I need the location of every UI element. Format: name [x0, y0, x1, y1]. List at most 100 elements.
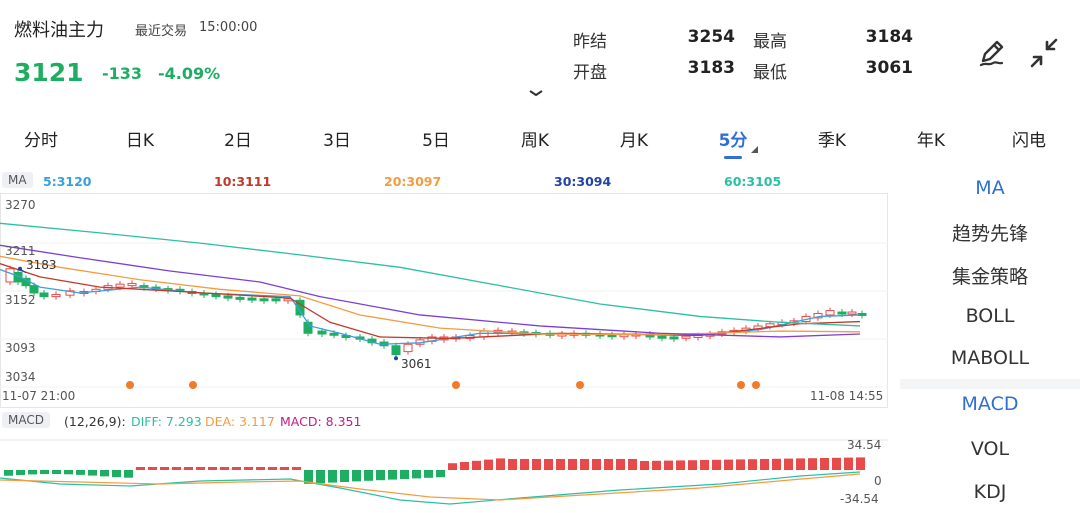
macd-chart[interactable] [0, 434, 888, 513]
candle [681, 335, 691, 339]
active-tab-indicator [724, 156, 742, 159]
indicator-trend[interactable]: 趋势先锋 [951, 223, 1028, 245]
tab-2day[interactable]: 2日 [224, 131, 252, 151]
ma20-line [0, 255, 861, 336]
macd-bar [808, 458, 817, 470]
candle [391, 345, 401, 356]
tab-weekly[interactable]: 周K [520, 131, 550, 151]
macd-bar [508, 459, 517, 470]
prev-settle-label: 昨结 [573, 32, 607, 52]
tab-flash[interactable]: 闪电 [1012, 131, 1046, 151]
candlestick-chart[interactable] [0, 193, 888, 408]
high-marker-label: 3183 [26, 258, 57, 272]
macd-bar [316, 470, 325, 484]
tab-5day[interactable]: 5日 [422, 131, 450, 151]
macd-bar [112, 470, 121, 478]
low-marker-label: 3061 [401, 357, 432, 371]
macd-bar [820, 458, 829, 470]
tab-3day[interactable]: 3日 [323, 131, 351, 151]
macd-bar [16, 470, 25, 475]
macd-bar [604, 459, 613, 470]
high-label: 最高 [753, 32, 787, 52]
low-value: 3061 [865, 58, 913, 78]
open-value: 3183 [687, 58, 735, 78]
macd-bar [532, 459, 541, 470]
ma30-line [0, 244, 861, 338]
candle [825, 310, 835, 316]
ma10-value: 10:3111 [214, 174, 272, 189]
macd-bar [736, 459, 745, 470]
macd-bar [328, 470, 337, 483]
macd-axis-top: 34.54 [847, 438, 882, 452]
macd-bar [748, 459, 757, 470]
candle [847, 311, 857, 315]
pen-icon[interactable] [975, 36, 1009, 70]
event-dot [126, 381, 134, 389]
macd-bar [436, 470, 445, 478]
ma-tag[interactable]: MA [2, 172, 33, 188]
price-change-pct: -4.09% [158, 64, 221, 83]
tab-fenshi[interactable]: 分时 [24, 131, 58, 151]
macd-bar [520, 459, 529, 470]
macd-diff: DIFF: 7.293 [131, 414, 202, 429]
tab-quarterly[interactable]: 季K [817, 131, 847, 151]
indicator-vol[interactable]: VOL [970, 438, 1010, 460]
indicator-fund[interactable]: 集金策略 [951, 266, 1028, 288]
macd-bar [376, 470, 385, 481]
macd-params: (12,26,9): [64, 414, 126, 429]
macd-bar [700, 460, 709, 470]
collapse-icon[interactable] [1028, 36, 1062, 70]
macd-bar [304, 470, 313, 484]
candle [65, 290, 75, 296]
candle [247, 297, 257, 301]
macd-bar [388, 470, 397, 480]
macd-bar [4, 470, 13, 476]
macd-bar [352, 470, 361, 482]
tab-dropdown-icon[interactable] [749, 144, 759, 154]
ma60-line [0, 222, 861, 327]
indicator-panel: MA 趋势先锋 集金策略 BOLL MABOLL MACD VOL KDJ [900, 167, 1080, 513]
candle [115, 283, 125, 288]
indicator-macd[interactable]: MACD [961, 393, 1019, 415]
macd-bar [460, 462, 469, 470]
low-label: 最低 [753, 63, 787, 83]
macd-axis-bottom: -34.54 [840, 492, 879, 506]
macd-bar [652, 460, 661, 470]
chevron-down-icon[interactable] [528, 88, 544, 98]
indicator-kdj[interactable]: KDJ [973, 481, 1007, 503]
macd-bar [292, 467, 301, 470]
macd-bar [244, 467, 253, 470]
macd-bar [724, 459, 733, 470]
current-price: 3121 [14, 58, 84, 87]
ma10-line [0, 263, 861, 340]
low-marker [394, 356, 398, 361]
macd-bar [148, 467, 157, 470]
candle [259, 298, 269, 302]
indicator-ma[interactable]: MA [975, 177, 1005, 199]
macd-bar [256, 467, 265, 470]
macd-bar [844, 457, 853, 470]
candle [669, 336, 679, 340]
tab-daily[interactable]: 日K [125, 131, 155, 151]
macd-bar [472, 460, 481, 470]
macd-bar [28, 470, 37, 475]
macd-bar [784, 458, 793, 470]
macd-bar [796, 458, 805, 470]
macd-bar [232, 467, 241, 470]
macd-bar [688, 460, 697, 470]
candle [329, 332, 339, 336]
quote-header: 燃料油主力 最近交易 15:00:00 3121 -133 -4.09% 昨结 … [0, 0, 1080, 110]
macd-tag[interactable]: MACD [2, 412, 50, 428]
event-dot [737, 381, 745, 389]
dea-line [0, 473, 861, 501]
candle [39, 292, 49, 298]
candle [29, 285, 39, 294]
tab-5min[interactable]: 5分 [718, 131, 748, 151]
indicator-maboll[interactable]: MABOLL [950, 347, 1030, 369]
high-marker-line [19, 268, 27, 274]
tab-monthly[interactable]: 月K [619, 131, 649, 151]
tab-yearly[interactable]: 年K [916, 131, 946, 151]
macd-bar [412, 470, 421, 479]
indicator-boll[interactable]: BOLL [965, 305, 1015, 327]
candle [235, 296, 245, 300]
